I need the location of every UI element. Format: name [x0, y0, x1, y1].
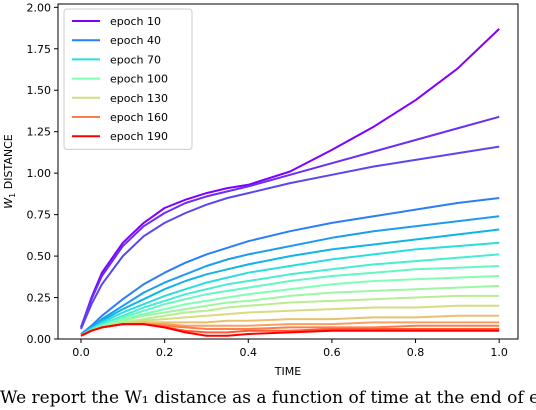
x-tick-label: 0.0	[72, 346, 90, 359]
axes-frame	[57, 3, 519, 340]
series-lines	[80, 28, 500, 337]
legend-label: epoch 160	[110, 111, 168, 124]
legend-box	[63, 8, 193, 150]
x-tick-label: 1.0	[490, 346, 508, 359]
y-tick-label: 1.00	[27, 167, 52, 180]
y-tick-label: 1.50	[27, 84, 52, 97]
y-axis-label: W1 DISTANCE	[2, 134, 17, 208]
series-line-4	[80, 197, 500, 335]
series-line-1	[80, 28, 500, 328]
figure-caption: We report the W₁ distance as a function …	[0, 388, 536, 408]
legend-label: epoch 130	[110, 92, 168, 105]
x-axis-label: TIME	[274, 365, 301, 378]
series-line-6	[80, 228, 500, 335]
series-line-7	[80, 241, 500, 337]
legend-label: epoch 10	[110, 15, 161, 28]
legend: epoch 10 epoch 40 epoch 70 epoch 100 epoch 1…	[63, 8, 193, 150]
series-line-2	[80, 115, 500, 328]
y-axis-ticks: 0.00 0.25 0.50 0.75 1.00 1.25 1.50 1.75 2.00	[27, 1, 58, 346]
x-tick-label: 0.2	[156, 346, 174, 359]
series-line-8	[80, 253, 500, 337]
legend-label: epoch 70	[110, 53, 161, 66]
y-tick-label: 0.50	[27, 250, 52, 263]
y-tick-label: 0.75	[27, 209, 52, 222]
series-line-5	[80, 215, 500, 335]
y-tick-label: 1.75	[27, 43, 52, 56]
y-tick-label: 0.25	[27, 292, 52, 305]
series-line-10	[80, 275, 500, 337]
x-tick-label: 0.4	[240, 346, 258, 359]
y-axis-label-rest: DISTANCE	[2, 134, 15, 192]
y-tick-label: 1.25	[27, 126, 52, 139]
y-tick-label: 2.00	[27, 1, 52, 14]
x-axis-ticks: 0.0 0.2 0.4 0.6 0.8 1.0	[72, 339, 508, 359]
line-chart: 0.0 0.2 0.4 0.6 0.8 1.0 0.00 0.25 0.50 0.75 1.00 1…	[2, 1, 519, 378]
series-line-18	[80, 323, 500, 337]
y-axis-label-subscript: 1	[8, 193, 17, 198]
y-tick-label: 0.00	[27, 333, 52, 346]
x-tick-label: 0.8	[407, 346, 425, 359]
legend-label: epoch 40	[110, 34, 161, 47]
legend-label: epoch 100	[110, 73, 168, 86]
x-tick-label: 0.6	[323, 346, 341, 359]
series-line-3	[80, 145, 500, 330]
legend-label: epoch 190	[110, 130, 168, 143]
y-axis-label-main: W	[2, 197, 15, 209]
